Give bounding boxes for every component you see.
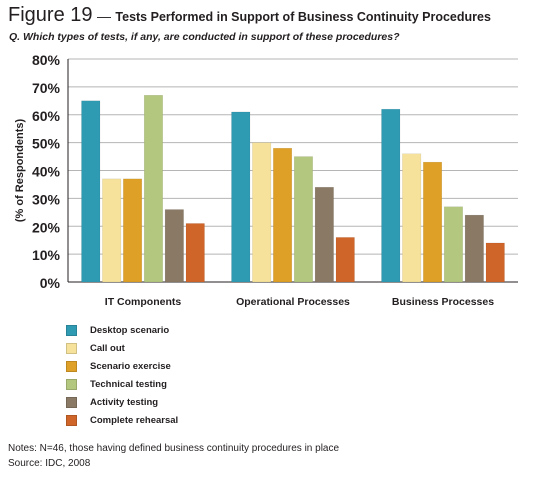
bar-technical-testing bbox=[143, 94, 163, 283]
bar-desktop-scenario bbox=[231, 111, 251, 283]
legend-label: Activity testing bbox=[90, 396, 159, 408]
legend-label: Technical testing bbox=[90, 378, 167, 390]
legend-item: Technical testing bbox=[66, 375, 178, 393]
y-tick-label: 10% bbox=[32, 247, 61, 263]
bar-activity-testing bbox=[314, 186, 334, 283]
y-tick-label: 20% bbox=[32, 219, 61, 235]
source-text: Source: IDC, 2008 bbox=[8, 458, 91, 469]
y-tick-label: 0% bbox=[40, 275, 61, 291]
bar-complete-rehearsal bbox=[185, 223, 205, 283]
legend-swatch bbox=[66, 324, 77, 336]
bar-technical-testing bbox=[293, 156, 313, 283]
y-axis-title: (% of Respondents) bbox=[14, 119, 26, 223]
legend-swatch bbox=[66, 378, 77, 390]
y-tick-label: 40% bbox=[32, 164, 61, 180]
legend-label: Call out bbox=[90, 342, 125, 354]
bar-scenario-exercise bbox=[273, 147, 293, 283]
bar-activity-testing bbox=[464, 214, 484, 283]
bar-chart: 0% 10% 20% 30% 40% 50% 60% 70% 80% (% of Responde… bbox=[14, 52, 518, 308]
legend-swatch bbox=[66, 360, 77, 372]
legend-item: Desktop scenario bbox=[66, 321, 178, 339]
legend-item: Complete rehearsal bbox=[66, 411, 178, 429]
bar-desktop-scenario bbox=[381, 108, 401, 283]
bar-call-out bbox=[402, 153, 422, 283]
chart-legend: Desktop scenario Call out Scenario exercis… bbox=[66, 321, 178, 429]
bar-complete-rehearsal bbox=[485, 242, 505, 283]
title-dash: — bbox=[96, 8, 111, 24]
chart-notes: Notes: N=46, those having defined busine… bbox=[8, 441, 339, 471]
bar-call-out bbox=[252, 142, 272, 283]
x-tick-label: Business Processes bbox=[392, 296, 494, 308]
chart-title: Tests Performed in Support of Business C… bbox=[115, 10, 491, 24]
y-tick-label: 30% bbox=[32, 191, 61, 207]
figure-title: Figure 19 — Tests Performed in Support o… bbox=[8, 4, 491, 27]
legend-item: Scenario exercise bbox=[66, 357, 178, 375]
legend-item: Call out bbox=[66, 339, 178, 357]
legend-label: Scenario exercise bbox=[90, 360, 171, 372]
bar-technical-testing bbox=[443, 206, 463, 283]
y-tick-label: 50% bbox=[32, 136, 61, 152]
bar-call-out bbox=[102, 178, 122, 283]
legend-label: Complete rehearsal bbox=[90, 414, 179, 426]
bar-complete-rehearsal bbox=[335, 237, 355, 283]
x-tick-label: Operational Processes bbox=[236, 296, 350, 308]
notes-text: Notes: N=46, those having defined busine… bbox=[8, 443, 340, 454]
x-tick-label: IT Components bbox=[105, 296, 182, 308]
bar-desktop-scenario bbox=[81, 100, 101, 283]
figure-number: Figure 19 bbox=[8, 4, 93, 26]
legend-label: Desktop scenario bbox=[90, 324, 170, 336]
bar-scenario-exercise bbox=[423, 161, 443, 283]
legend-swatch bbox=[66, 342, 77, 354]
y-tick-label: 70% bbox=[32, 80, 61, 96]
y-tick-label: 60% bbox=[32, 108, 61, 124]
legend-swatch bbox=[66, 396, 77, 408]
legend-item: Activity testing bbox=[66, 393, 178, 411]
bar-activity-testing bbox=[164, 209, 184, 283]
y-tick-label: 80% bbox=[32, 52, 61, 68]
legend-swatch bbox=[66, 414, 77, 426]
survey-question: Q. Which types of tests, if any, are con… bbox=[9, 31, 400, 43]
bar-scenario-exercise bbox=[123, 178, 143, 283]
